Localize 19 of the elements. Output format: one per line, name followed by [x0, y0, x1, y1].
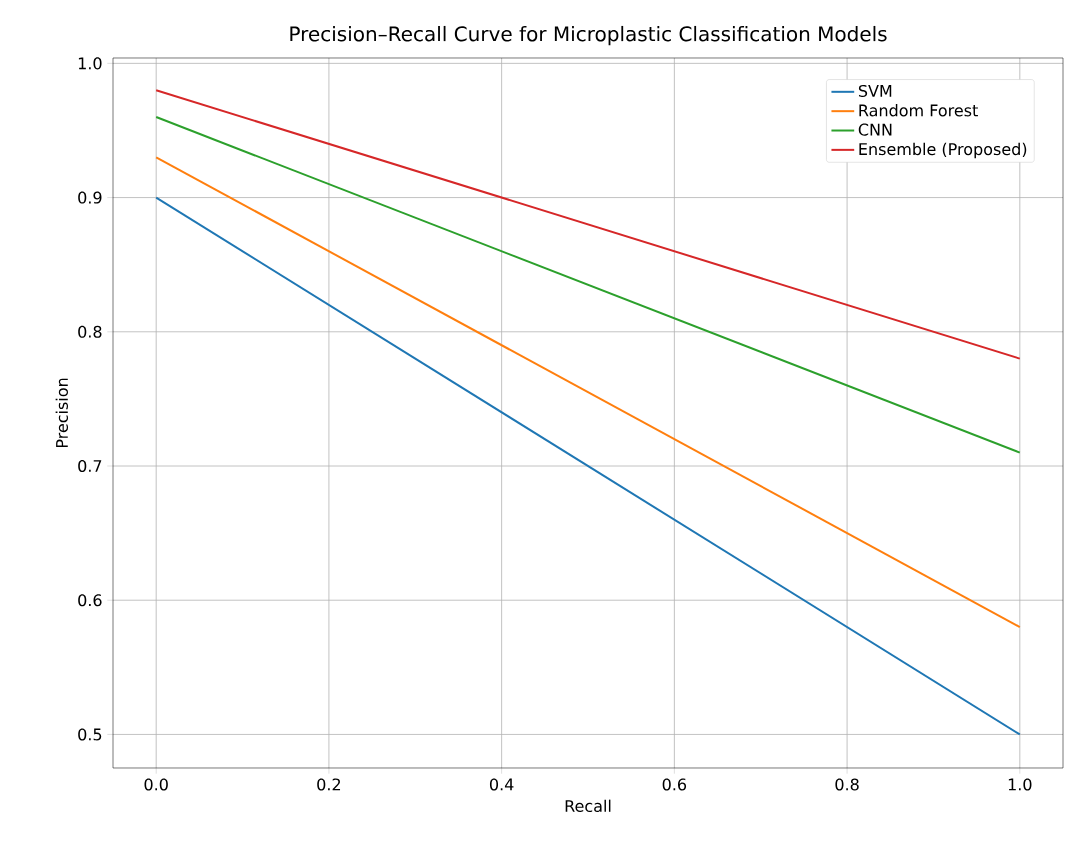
y-axis-title: Precision	[55, 378, 69, 448]
y-tick-label: 0.5	[78, 728, 102, 741]
y-tick-label: 0.9	[78, 191, 102, 204]
legend-label: Random Forest	[859, 104, 978, 117]
x-tick-label: 0.8	[835, 778, 859, 791]
legend-label: CNN	[858, 123, 892, 136]
x-tick-label: 0.2	[317, 778, 341, 791]
x-tick-label: 0.6	[662, 778, 687, 791]
x-tick-label: 0.0	[144, 778, 168, 791]
x-tick-label: 0.4	[489, 778, 514, 791]
x-axis-title: Recall	[565, 799, 611, 813]
y-tick-label: 0.8	[78, 325, 102, 338]
legend-label: SVM	[858, 84, 892, 97]
y-tick-label: 1.0	[78, 57, 102, 70]
chart-title: Precision–Recall Curve for Microplastic Classification Models	[290, 25, 887, 46]
y-tick-label: 0.6	[78, 594, 102, 607]
y-tick-label: 0.7	[78, 459, 102, 473]
x-tick-label: 1.0	[1008, 778, 1032, 791]
legend-label: Ensemble (Proposed)	[859, 142, 1027, 159]
